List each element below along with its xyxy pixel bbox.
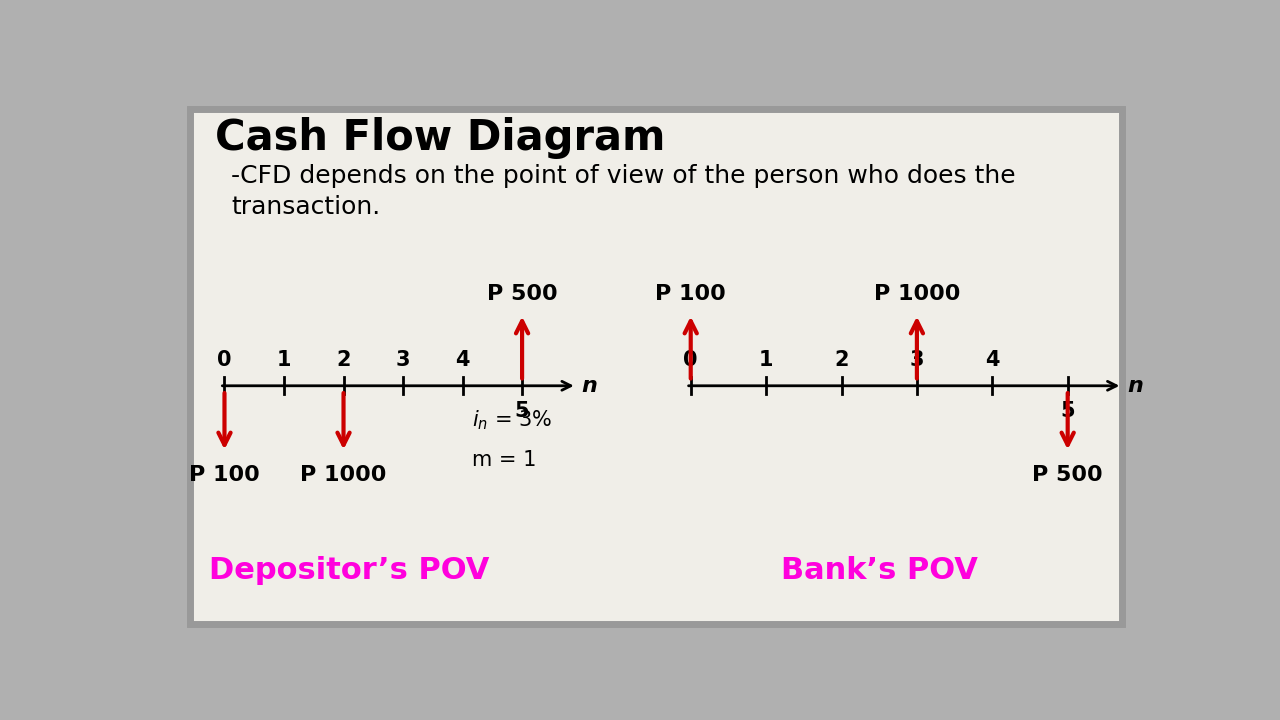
Text: Depositor’s POV: Depositor’s POV — [210, 557, 490, 585]
Text: P 1000: P 1000 — [301, 464, 387, 485]
Text: 4: 4 — [456, 350, 470, 370]
Text: P 1000: P 1000 — [874, 284, 960, 304]
Text: 5: 5 — [1060, 401, 1075, 421]
Text: 1: 1 — [759, 350, 773, 370]
Text: -CFD depends on the point of view of the person who does the: -CFD depends on the point of view of the… — [232, 164, 1016, 188]
Text: 0: 0 — [684, 350, 698, 370]
Text: n: n — [581, 376, 598, 396]
FancyBboxPatch shape — [189, 109, 1123, 624]
Text: 3: 3 — [396, 350, 411, 370]
Text: P 500: P 500 — [1033, 464, 1103, 485]
Text: 0: 0 — [218, 350, 232, 370]
Text: Bank’s POV: Bank’s POV — [781, 557, 978, 585]
Text: 1: 1 — [276, 350, 292, 370]
Text: 2: 2 — [835, 350, 849, 370]
Text: Cash Flow Diagram: Cash Flow Diagram — [215, 117, 664, 159]
Text: n: n — [1128, 376, 1143, 396]
Text: P 100: P 100 — [189, 464, 260, 485]
Text: m = 1: m = 1 — [472, 449, 536, 469]
Text: P 500: P 500 — [486, 284, 557, 304]
Text: 3: 3 — [910, 350, 924, 370]
Text: transaction.: transaction. — [232, 194, 380, 218]
Text: 5: 5 — [515, 401, 530, 421]
Text: $i_n$ = 3%: $i_n$ = 3% — [472, 408, 553, 431]
Text: 2: 2 — [337, 350, 351, 370]
Text: P 100: P 100 — [655, 284, 726, 304]
Text: 4: 4 — [986, 350, 1000, 370]
